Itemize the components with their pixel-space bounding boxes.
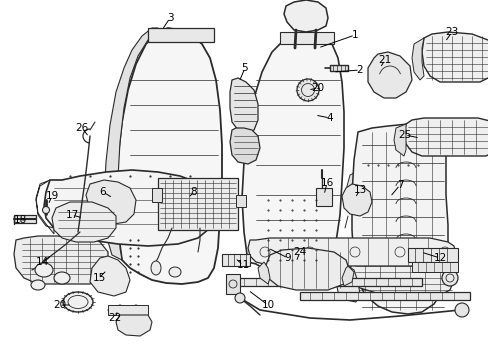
Text: 7: 7 bbox=[396, 180, 403, 190]
Ellipse shape bbox=[151, 261, 161, 275]
Bar bbox=[225, 274, 240, 294]
Bar bbox=[329, 65, 347, 71]
Polygon shape bbox=[351, 124, 447, 314]
Polygon shape bbox=[403, 118, 488, 156]
Polygon shape bbox=[52, 202, 116, 242]
Polygon shape bbox=[411, 38, 423, 80]
Text: 15: 15 bbox=[92, 273, 105, 283]
Bar bbox=[14, 215, 36, 223]
Polygon shape bbox=[247, 238, 455, 266]
Polygon shape bbox=[116, 28, 222, 284]
Ellipse shape bbox=[454, 303, 468, 317]
Text: 23: 23 bbox=[445, 27, 458, 37]
Text: 6: 6 bbox=[100, 187, 106, 197]
Bar bbox=[148, 28, 214, 42]
Text: 18: 18 bbox=[13, 215, 26, 225]
Text: 11: 11 bbox=[236, 260, 249, 270]
Polygon shape bbox=[116, 315, 152, 336]
Polygon shape bbox=[229, 78, 258, 134]
Text: 4: 4 bbox=[326, 113, 333, 123]
Text: 25: 25 bbox=[398, 130, 411, 140]
Ellipse shape bbox=[169, 267, 181, 277]
Text: 21: 21 bbox=[378, 55, 391, 65]
Text: 20: 20 bbox=[53, 300, 66, 310]
Polygon shape bbox=[346, 170, 365, 226]
Ellipse shape bbox=[42, 207, 49, 213]
Text: 8: 8 bbox=[190, 187, 197, 197]
Ellipse shape bbox=[441, 270, 457, 286]
Bar bbox=[280, 32, 333, 44]
Ellipse shape bbox=[63, 292, 93, 312]
Text: 5: 5 bbox=[241, 63, 248, 73]
Polygon shape bbox=[90, 256, 130, 296]
Bar bbox=[299, 292, 469, 300]
Polygon shape bbox=[258, 262, 269, 284]
Text: 19: 19 bbox=[45, 191, 59, 201]
Bar bbox=[315, 188, 331, 206]
Text: 13: 13 bbox=[353, 185, 366, 195]
Polygon shape bbox=[284, 0, 327, 32]
Bar bbox=[236, 195, 245, 207]
Polygon shape bbox=[335, 266, 359, 302]
Ellipse shape bbox=[296, 79, 318, 101]
Bar bbox=[234, 278, 421, 286]
Bar bbox=[411, 262, 457, 272]
Polygon shape bbox=[349, 258, 453, 298]
Bar bbox=[108, 305, 148, 315]
Polygon shape bbox=[367, 52, 411, 98]
Text: 3: 3 bbox=[166, 13, 173, 23]
Bar bbox=[407, 248, 457, 262]
Ellipse shape bbox=[35, 263, 53, 277]
Polygon shape bbox=[421, 32, 488, 82]
Ellipse shape bbox=[235, 293, 244, 303]
Polygon shape bbox=[86, 180, 136, 224]
Polygon shape bbox=[36, 180, 54, 234]
Text: 12: 12 bbox=[432, 253, 446, 263]
Text: 10: 10 bbox=[261, 300, 274, 310]
Polygon shape bbox=[229, 128, 260, 164]
Polygon shape bbox=[341, 184, 371, 216]
Text: 17: 17 bbox=[65, 210, 79, 220]
Text: 16: 16 bbox=[320, 178, 333, 188]
Text: 22: 22 bbox=[108, 313, 122, 323]
Polygon shape bbox=[14, 236, 108, 284]
Text: 26: 26 bbox=[75, 123, 88, 133]
Text: 1: 1 bbox=[351, 30, 358, 40]
Polygon shape bbox=[393, 124, 405, 156]
Ellipse shape bbox=[54, 272, 70, 284]
Text: 9: 9 bbox=[284, 253, 291, 263]
Ellipse shape bbox=[31, 280, 45, 290]
Polygon shape bbox=[104, 28, 158, 260]
Text: 24: 24 bbox=[293, 247, 306, 257]
Bar bbox=[222, 254, 249, 266]
Polygon shape bbox=[353, 162, 431, 230]
Polygon shape bbox=[242, 32, 343, 278]
Bar bbox=[158, 178, 238, 230]
Text: 14: 14 bbox=[35, 257, 48, 267]
Polygon shape bbox=[44, 170, 214, 246]
Bar bbox=[152, 188, 162, 202]
Polygon shape bbox=[265, 248, 349, 290]
Text: 2: 2 bbox=[356, 65, 363, 75]
Text: 20: 20 bbox=[311, 83, 324, 93]
Polygon shape bbox=[341, 266, 353, 286]
